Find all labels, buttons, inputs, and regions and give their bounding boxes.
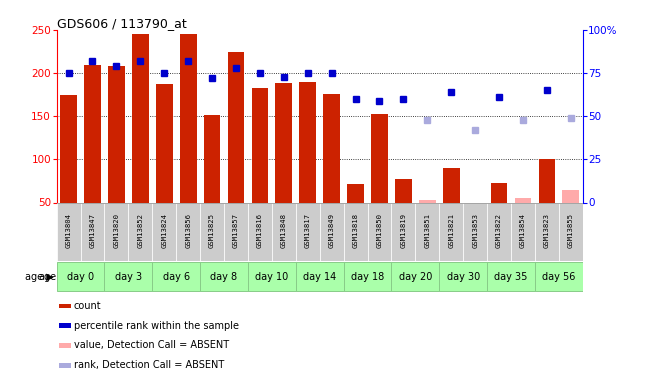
Text: GSM13853: GSM13853 (472, 213, 478, 248)
Bar (156, 84, 172, 203)
Bar (344, 202, 368, 261)
Bar (392, 202, 416, 261)
Text: day 10: day 10 (255, 272, 288, 282)
Text: GSM13817: GSM13817 (305, 213, 311, 248)
Bar (248, 202, 272, 261)
Bar (176, 202, 200, 261)
Text: age ▶: age ▶ (25, 272, 53, 282)
Text: day 0: day 0 (67, 272, 94, 282)
Text: day 56: day 56 (542, 272, 575, 282)
Bar (59, 363, 71, 368)
Text: day 14: day 14 (303, 272, 336, 282)
Bar (60, 95, 77, 202)
Bar (153, 202, 176, 261)
Bar (467, 202, 484, 242)
Bar (416, 202, 440, 261)
Bar (347, 183, 364, 203)
Bar (200, 202, 224, 261)
Bar (59, 343, 71, 348)
Bar (59, 323, 71, 328)
Bar (320, 202, 344, 261)
Bar (392, 262, 440, 291)
Text: age: age (39, 272, 57, 282)
Bar (252, 88, 268, 202)
Text: GDS606 / 113790_at: GDS606 / 113790_at (57, 17, 186, 30)
Text: GSM13856: GSM13856 (185, 213, 191, 248)
Bar (535, 202, 559, 261)
Text: day 8: day 8 (210, 272, 238, 282)
Text: rank, Detection Call = ABSENT: rank, Detection Call = ABSENT (74, 360, 224, 370)
Bar (371, 114, 388, 202)
Text: day 30: day 30 (446, 272, 480, 282)
Bar (487, 202, 511, 261)
Text: day 18: day 18 (351, 272, 384, 282)
Bar (224, 202, 248, 261)
Bar (132, 34, 149, 203)
Bar (108, 66, 125, 203)
Text: day 3: day 3 (115, 272, 142, 282)
Bar (487, 262, 535, 291)
Bar (511, 202, 535, 261)
Bar (296, 202, 320, 261)
Bar (180, 34, 196, 203)
Text: GSM13820: GSM13820 (113, 213, 119, 248)
Bar (57, 202, 81, 261)
Text: GSM13851: GSM13851 (424, 213, 430, 248)
Bar (57, 262, 105, 291)
Text: value, Detection Call = ABSENT: value, Detection Call = ABSENT (74, 340, 229, 351)
Bar (491, 183, 507, 203)
Bar (440, 262, 487, 291)
Text: GSM13821: GSM13821 (448, 213, 454, 248)
Text: day 20: day 20 (399, 272, 432, 282)
Bar (204, 114, 220, 202)
Bar (419, 200, 436, 202)
Bar (559, 202, 583, 261)
Text: GSM13824: GSM13824 (161, 213, 167, 248)
Bar (228, 53, 244, 202)
Bar (443, 168, 460, 202)
Bar (535, 262, 583, 291)
Bar (515, 198, 531, 202)
Text: GSM13852: GSM13852 (137, 213, 143, 248)
Bar (562, 190, 579, 202)
Bar (105, 202, 129, 261)
Text: day 6: day 6 (163, 272, 190, 282)
Text: GSM13848: GSM13848 (281, 213, 287, 248)
Bar (200, 262, 248, 291)
Bar (296, 262, 344, 291)
Text: GSM13804: GSM13804 (65, 213, 71, 248)
Bar (395, 179, 412, 203)
Text: GSM13849: GSM13849 (328, 213, 334, 248)
Text: GSM13855: GSM13855 (568, 213, 574, 248)
Text: GSM13854: GSM13854 (520, 213, 526, 248)
Bar (344, 262, 392, 291)
Bar (81, 202, 105, 261)
Text: GSM13857: GSM13857 (233, 213, 239, 248)
Bar (59, 304, 71, 309)
Text: percentile rank within the sample: percentile rank within the sample (74, 321, 239, 331)
Bar (323, 94, 340, 202)
Text: GSM13816: GSM13816 (257, 213, 263, 248)
Bar (276, 84, 292, 203)
Bar (539, 159, 555, 202)
Text: day 35: day 35 (494, 272, 527, 282)
Bar (105, 262, 153, 291)
Text: GSM13850: GSM13850 (376, 213, 382, 248)
Bar (463, 202, 487, 261)
Text: GSM13819: GSM13819 (400, 213, 406, 248)
Text: count: count (74, 301, 102, 311)
Bar (153, 262, 200, 291)
Bar (440, 202, 463, 261)
Bar (84, 64, 101, 203)
Text: GSM13818: GSM13818 (352, 213, 358, 248)
Bar (129, 202, 153, 261)
Text: GSM13847: GSM13847 (89, 213, 95, 248)
Bar (299, 82, 316, 203)
Bar (368, 202, 392, 261)
Text: GSM13823: GSM13823 (544, 213, 550, 248)
Bar (248, 262, 296, 291)
Text: GSM13825: GSM13825 (209, 213, 215, 248)
Bar (272, 202, 296, 261)
Text: GSM13822: GSM13822 (496, 213, 502, 248)
